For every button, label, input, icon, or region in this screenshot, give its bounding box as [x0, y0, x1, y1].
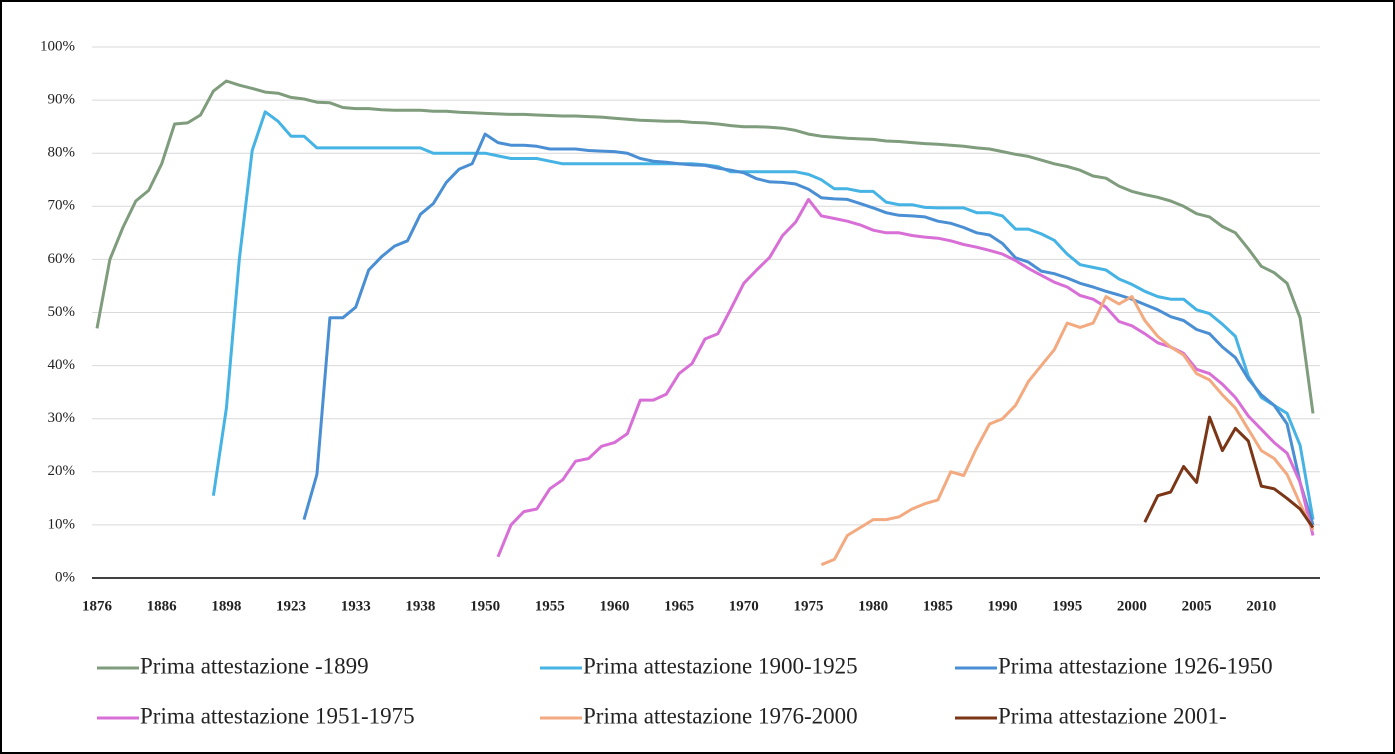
x-tick-label: 1960 — [599, 598, 629, 614]
y-tick-label: 50% — [48, 304, 76, 320]
x-tick-label: 1886 — [147, 598, 178, 614]
x-tick-label: 1980 — [858, 598, 888, 614]
series-line — [211, 110, 1315, 520]
y-tick-label: 40% — [48, 357, 76, 373]
y-tick-label: 10% — [48, 516, 76, 532]
x-tick-label: 1965 — [664, 598, 694, 614]
y-tick-label: 20% — [48, 463, 76, 479]
legend-label: Prima attestazione 1951-1975 — [140, 703, 415, 728]
x-tick-label: 1990 — [988, 598, 1018, 614]
x-tick-label: 1975 — [793, 598, 823, 614]
y-tick-label: 30% — [48, 410, 76, 426]
legend-label: Prima attestazione 2001- — [998, 703, 1227, 728]
legend-label: Prima attestazione 1926-1950 — [998, 653, 1273, 678]
x-tick-label: 1923 — [276, 598, 306, 614]
x-tick-label: 1933 — [341, 598, 371, 614]
x-tick-label: 2005 — [1182, 598, 1212, 614]
legend-label: Prima attestazione -1899 — [140, 653, 369, 678]
y-tick-label: 0% — [55, 569, 75, 585]
series-line — [820, 295, 1315, 567]
x-tick-label: 1995 — [1052, 598, 1082, 614]
x-tick-label: 1950 — [470, 598, 500, 614]
y-tick-label: 90% — [48, 92, 76, 108]
legend-label: Prima attestazione 1900-1925 — [583, 653, 858, 678]
x-tick-label: 2000 — [1117, 598, 1147, 614]
x-tick-label: 1938 — [405, 598, 435, 614]
x-tick-label: 1970 — [729, 598, 759, 614]
series-line — [1143, 415, 1315, 529]
y-tick-label: 60% — [48, 251, 76, 267]
y-tick-label: 70% — [48, 198, 76, 214]
legend-label: Prima attestazione 1976-2000 — [583, 703, 858, 728]
x-tick-label: 1985 — [923, 598, 953, 614]
series-line — [95, 79, 1315, 414]
y-tick-label: 80% — [48, 145, 76, 161]
series-line — [302, 132, 1315, 526]
y-tick-label: 100% — [40, 38, 75, 54]
x-tick-label: 1876 — [82, 598, 113, 614]
x-tick-label: 1955 — [535, 598, 565, 614]
x-tick-label: 1898 — [211, 598, 241, 614]
x-tick-label: 2010 — [1246, 598, 1276, 614]
